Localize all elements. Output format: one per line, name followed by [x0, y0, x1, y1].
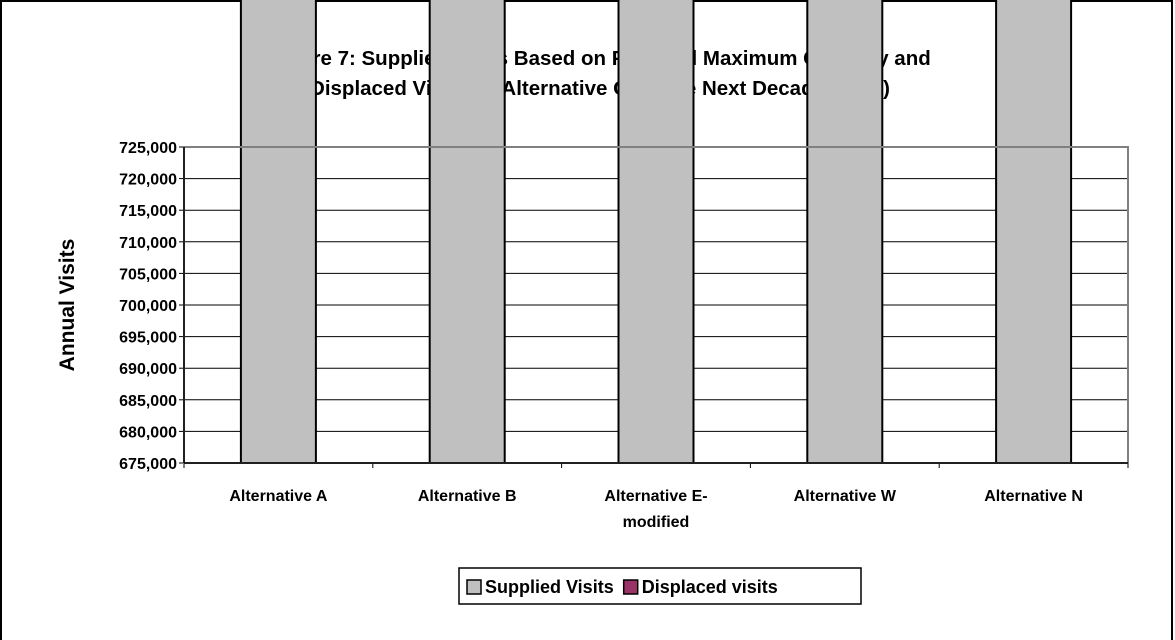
x-tick-label: Alternative E- — [604, 488, 707, 505]
bar-chart: 675,000 680,000 685,000 690,000 695,000 700,0… — [56, 0, 1129, 605]
legend-label-displaced: Displaced visits — [642, 577, 778, 597]
legend-label-supplied: Supplied Visits — [485, 577, 614, 597]
y-tick-label: 700,000 — [119, 298, 177, 315]
bar-supplied-visits — [806, 0, 884, 465]
y-tick-label: 705,000 — [119, 266, 177, 283]
y-tick-label: 680,000 — [119, 424, 177, 441]
x-tick-label: Alternative A — [229, 488, 328, 505]
x-tick-label: Alternative N — [984, 488, 1083, 505]
bar-supplied-visits — [617, 0, 695, 465]
y-tick-label: 675,000 — [119, 456, 177, 473]
y-tick-label: 710,000 — [119, 235, 177, 252]
y-tick-label: 720,000 — [119, 172, 177, 189]
x-tick-label: Alternative B — [418, 488, 517, 505]
y-tick-label: 715,000 — [119, 203, 177, 220]
bar-supplied-visits — [428, 0, 506, 464]
legend — [458, 567, 862, 605]
y-tick-label: 690,000 — [119, 361, 177, 378]
bar-supplied-visits — [995, 0, 1073, 464]
bar-supplied-visits — [239, 0, 317, 465]
x-tick-label: Alternative W — [794, 488, 897, 505]
y-tick-label: 685,000 — [119, 393, 177, 410]
y-tick-label: 725,000 — [119, 140, 177, 157]
legend-swatch-supplied — [466, 579, 482, 595]
y-tick-label: 695,000 — [119, 330, 177, 347]
x-tick-label: modified — [623, 514, 690, 531]
legend-swatch-displaced — [622, 579, 639, 595]
y-axis-label: Annual Visits — [56, 239, 79, 372]
